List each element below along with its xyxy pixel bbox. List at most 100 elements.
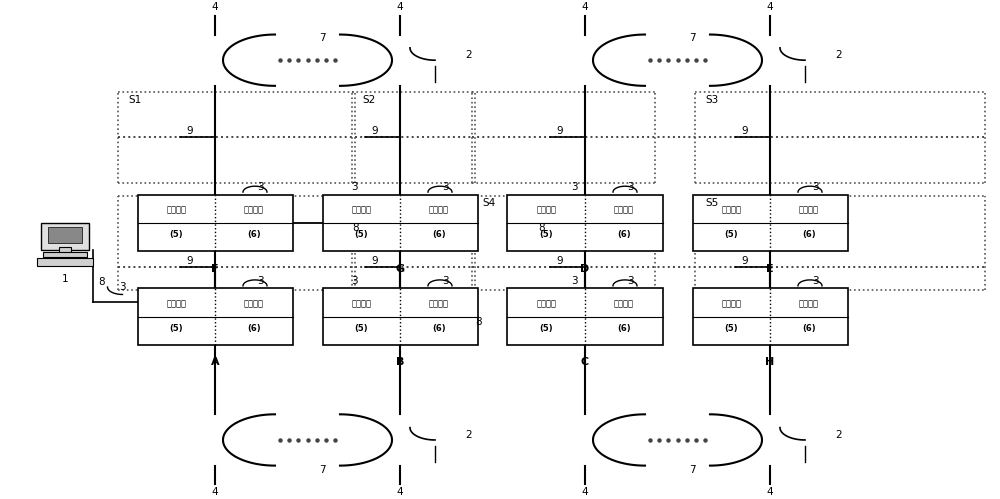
- Text: (5): (5): [539, 230, 553, 239]
- Text: H: H: [765, 357, 775, 367]
- Text: 设备监控: 设备监控: [721, 206, 741, 215]
- Text: (6): (6): [802, 323, 816, 332]
- Text: (5): (5): [169, 323, 183, 332]
- Text: C: C: [581, 357, 589, 367]
- Text: 4: 4: [397, 487, 403, 497]
- Text: 4: 4: [582, 487, 588, 497]
- Text: 3: 3: [812, 276, 819, 286]
- Text: 4: 4: [767, 487, 773, 497]
- Text: 3: 3: [442, 182, 449, 192]
- Text: 3: 3: [571, 182, 578, 192]
- Text: (6): (6): [802, 230, 816, 239]
- Text: 9: 9: [186, 126, 193, 136]
- Text: (6): (6): [247, 323, 261, 332]
- Text: (6): (6): [247, 230, 261, 239]
- Bar: [41, 223, 89, 250]
- Bar: [37, 258, 93, 266]
- Text: 3: 3: [442, 276, 449, 286]
- Text: 8: 8: [98, 277, 105, 287]
- Text: 3: 3: [351, 276, 358, 286]
- Text: 网管代理: 网管代理: [799, 299, 819, 308]
- Text: S3: S3: [705, 95, 718, 105]
- Text: D: D: [580, 263, 590, 273]
- Text: 3: 3: [351, 182, 358, 192]
- Text: 设备监控: 设备监控: [536, 299, 556, 308]
- Text: (5): (5): [724, 323, 738, 332]
- Text: 2: 2: [835, 50, 842, 60]
- Text: (5): (5): [724, 230, 738, 239]
- Text: 9: 9: [186, 256, 193, 266]
- Text: 7: 7: [690, 465, 696, 475]
- Text: 8: 8: [352, 223, 359, 233]
- Text: 网管代理: 网管代理: [799, 206, 819, 215]
- Text: 4: 4: [767, 2, 773, 12]
- Text: 8: 8: [538, 223, 545, 233]
- Text: 1: 1: [62, 274, 68, 284]
- Text: 3: 3: [257, 276, 264, 286]
- Text: A: A: [211, 357, 219, 367]
- Text: E: E: [766, 263, 774, 273]
- Text: 2: 2: [835, 430, 842, 440]
- Bar: [48, 227, 82, 244]
- Bar: [692, 195, 848, 251]
- Text: 7: 7: [320, 465, 326, 475]
- Text: (5): (5): [354, 230, 368, 239]
- Bar: [138, 195, 292, 251]
- Text: 8: 8: [475, 316, 482, 326]
- Text: B: B: [396, 357, 404, 367]
- Text: (5): (5): [539, 323, 553, 332]
- Text: F: F: [211, 263, 219, 273]
- Text: S5: S5: [705, 198, 718, 208]
- Text: 4: 4: [212, 2, 218, 12]
- Text: 3: 3: [627, 276, 634, 286]
- Text: S2: S2: [362, 95, 375, 105]
- Text: 9: 9: [556, 126, 563, 136]
- Bar: [43, 251, 87, 257]
- Text: 3: 3: [812, 182, 819, 192]
- Text: 9: 9: [741, 126, 748, 136]
- Text: 设备监控: 设备监控: [166, 206, 186, 215]
- Text: 网管代理: 网管代理: [614, 299, 634, 308]
- Text: S1: S1: [128, 95, 141, 105]
- Text: 4: 4: [212, 487, 218, 497]
- Text: 设备监控: 设备监控: [351, 206, 371, 215]
- Text: (6): (6): [432, 323, 446, 332]
- Text: S4: S4: [482, 198, 495, 208]
- Text: 4: 4: [397, 2, 403, 12]
- Text: 网管代理: 网管代理: [429, 206, 449, 215]
- Text: 设备监控: 设备监控: [536, 206, 556, 215]
- Text: (6): (6): [617, 230, 631, 239]
- Text: 3: 3: [627, 182, 634, 192]
- Text: 7: 7: [690, 33, 696, 43]
- Text: 网管代理: 网管代理: [244, 206, 264, 215]
- Text: 9: 9: [556, 256, 563, 266]
- Text: (6): (6): [617, 323, 631, 332]
- Bar: [692, 288, 848, 345]
- Text: 9: 9: [371, 126, 378, 136]
- Text: 2: 2: [465, 50, 472, 60]
- Bar: [507, 195, 662, 251]
- Text: 9: 9: [741, 256, 748, 266]
- Text: (5): (5): [169, 230, 183, 239]
- Bar: [322, 195, 478, 251]
- Text: (6): (6): [432, 230, 446, 239]
- Text: 3: 3: [257, 182, 264, 192]
- Bar: [59, 247, 71, 252]
- Text: 网管代理: 网管代理: [614, 206, 634, 215]
- Text: 3: 3: [119, 282, 126, 292]
- Text: 2: 2: [465, 430, 472, 440]
- Text: 7: 7: [320, 33, 326, 43]
- Text: 9: 9: [371, 256, 378, 266]
- Text: (5): (5): [354, 323, 368, 332]
- Text: 设备监控: 设备监控: [166, 299, 186, 308]
- Text: 3: 3: [571, 276, 578, 286]
- Text: 网管代理: 网管代理: [429, 299, 449, 308]
- Text: 4: 4: [582, 2, 588, 12]
- Text: G: G: [395, 263, 405, 273]
- Text: 设备监控: 设备监控: [351, 299, 371, 308]
- Bar: [507, 288, 662, 345]
- Text: 设备监控: 设备监控: [721, 299, 741, 308]
- Bar: [138, 288, 292, 345]
- Bar: [322, 288, 478, 345]
- Text: 网管代理: 网管代理: [244, 299, 264, 308]
